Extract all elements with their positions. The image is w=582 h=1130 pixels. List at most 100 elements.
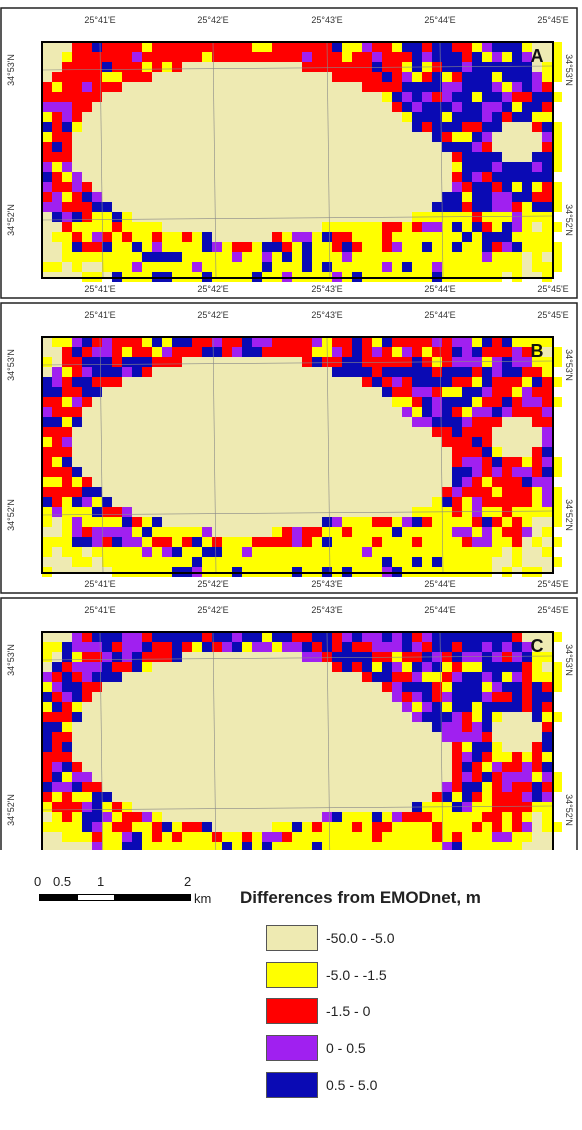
diff-cell — [452, 102, 462, 112]
scale-label-2: 2 — [184, 874, 192, 889]
diff-cell — [112, 222, 122, 232]
diff-cell — [42, 742, 52, 752]
diff-cell — [352, 252, 362, 262]
diff-cell — [172, 357, 182, 367]
diff-cell — [382, 222, 392, 232]
diff-cell — [62, 192, 72, 202]
diff-cell — [492, 212, 502, 222]
diff-cell — [532, 182, 542, 192]
diff-cell — [482, 792, 492, 802]
diff-cell — [82, 517, 92, 527]
diff-cell — [102, 652, 112, 662]
diff-cell — [42, 182, 52, 192]
diff-cell — [372, 232, 382, 242]
diff-cell — [352, 347, 362, 357]
diff-cell — [512, 692, 522, 702]
diff-cell — [352, 222, 362, 232]
diff-cell — [102, 377, 112, 387]
diff-cell — [112, 242, 122, 252]
diff-cell — [272, 527, 282, 537]
diff-cell — [312, 242, 322, 252]
diff-cell — [312, 262, 322, 272]
diff-cell — [492, 457, 502, 467]
diff-cell — [162, 262, 172, 272]
diff-cell — [412, 122, 422, 132]
diff-cell — [552, 632, 562, 642]
diff-cell — [102, 557, 112, 567]
diff-cell — [292, 642, 302, 652]
diff-cell — [192, 262, 202, 272]
diff-cell — [92, 672, 102, 682]
diff-cell — [332, 72, 342, 82]
lon-tick-top: 25°41'E — [84, 605, 115, 615]
diff-cell — [502, 92, 512, 102]
legend-label: -50.0 - -5.0 — [326, 930, 395, 946]
diff-cell — [142, 52, 152, 62]
diff-cell — [492, 222, 502, 232]
diff-cell — [452, 792, 462, 802]
diff-cell — [462, 487, 472, 497]
diff-cell — [332, 537, 342, 547]
diff-cell — [442, 822, 452, 832]
diff-cell — [192, 347, 202, 357]
diff-cell — [442, 72, 452, 82]
diff-cell — [242, 42, 252, 52]
map-panel-b: 25°41'E25°41'E25°42'E25°42'E25°43'E25°43… — [0, 302, 578, 594]
diff-cell — [102, 662, 112, 672]
diff-cell — [482, 802, 492, 812]
diff-cell — [492, 642, 502, 652]
diff-cell — [482, 202, 492, 212]
diff-cell — [362, 62, 372, 72]
diff-cell — [522, 507, 532, 517]
diff-cell — [142, 822, 152, 832]
diff-cell — [212, 252, 222, 262]
diff-cell — [542, 182, 552, 192]
diff-cell — [152, 357, 162, 367]
diff-cell — [442, 142, 452, 152]
diff-cell — [282, 242, 292, 252]
diff-cell — [62, 112, 72, 122]
diff-cell — [412, 702, 422, 712]
diff-cell — [502, 702, 512, 712]
diff-cell — [462, 702, 472, 712]
diff-cell — [432, 662, 442, 672]
diff-cell — [372, 357, 382, 367]
diff-cell — [482, 252, 492, 262]
diff-cell — [72, 407, 82, 417]
diff-cell — [212, 242, 222, 252]
diff-cell — [502, 82, 512, 92]
diff-cell — [472, 182, 482, 192]
diff-cell — [62, 407, 72, 417]
diff-cell — [392, 812, 402, 822]
diff-cell — [272, 252, 282, 262]
diff-cell — [272, 642, 282, 652]
diff-cell — [432, 232, 442, 242]
diff-cell — [512, 557, 522, 567]
diff-cell — [282, 632, 292, 642]
diff-cell — [462, 407, 472, 417]
legend-item: -1.5 - 0 — [266, 998, 516, 1026]
diff-cell — [302, 557, 312, 567]
diff-cell — [502, 517, 512, 527]
diff-cell — [532, 712, 542, 722]
diff-cell — [532, 377, 542, 387]
diff-cell — [392, 547, 402, 557]
diff-cell — [482, 172, 492, 182]
diff-cell — [472, 52, 482, 62]
legend-swatch — [266, 998, 318, 1024]
diff-cell — [472, 232, 482, 242]
lat-tick-left: 34°52'N — [6, 499, 16, 531]
diff-cell — [542, 132, 552, 142]
diff-cell — [212, 337, 222, 347]
lon-tick-top: 25°44'E — [424, 310, 455, 320]
diff-cell — [82, 822, 92, 832]
diff-cell — [522, 337, 532, 347]
diff-cell — [122, 357, 132, 367]
diff-cell — [142, 842, 152, 850]
diff-cell — [82, 682, 92, 692]
diff-cell — [452, 662, 462, 672]
diff-cell — [62, 762, 72, 772]
diff-cell — [142, 242, 152, 252]
diff-cell — [182, 232, 192, 242]
diff-cell — [542, 457, 552, 467]
